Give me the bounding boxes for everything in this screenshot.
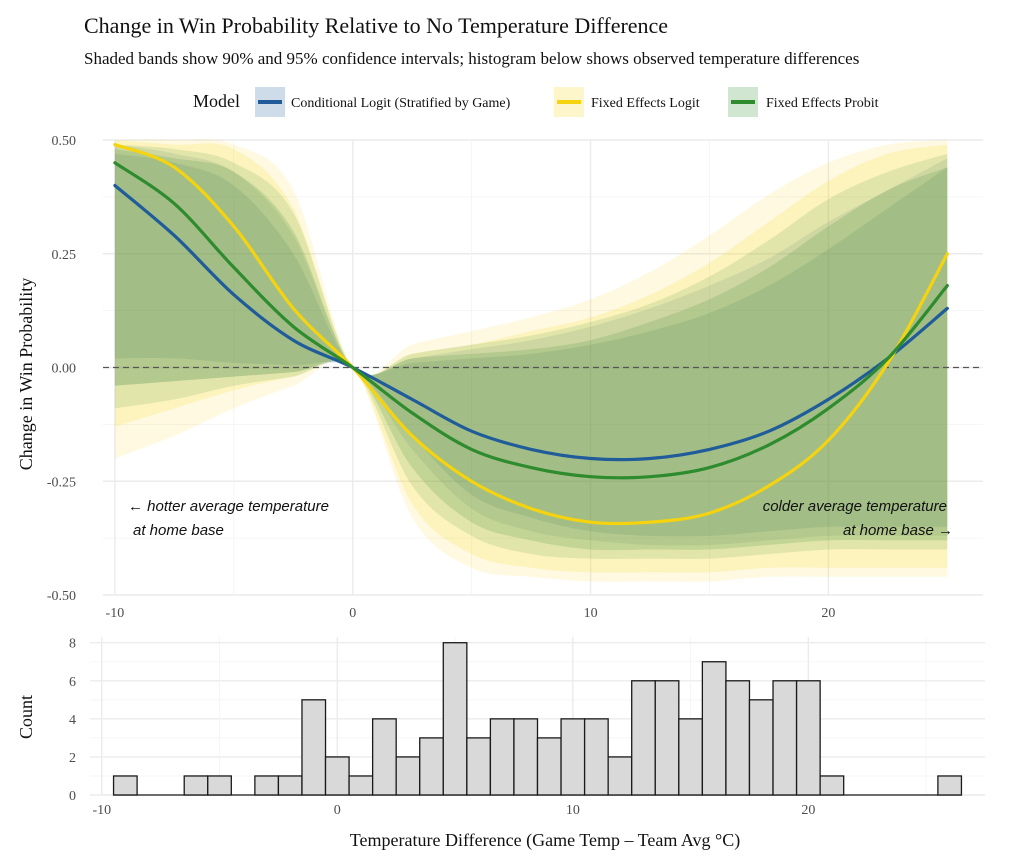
main-y-tick-label: -0.50 (47, 589, 76, 604)
histogram-bar (489, 718, 515, 796)
histogram-x-axis-label: Temperature Difference (Game Temp – Team… (350, 830, 740, 851)
annotation-hotter-line2: at home base (133, 522, 224, 539)
histogram-bar (371, 718, 397, 796)
histogram-x-tick-label: 10 (566, 803, 580, 818)
histogram-bar (795, 680, 821, 796)
series-line-fixed-effects-logit (113, 143, 949, 526)
histogram-bar (772, 680, 798, 796)
histogram-bar (725, 680, 751, 796)
histogram-bar (654, 680, 680, 796)
ci95-band-conditional-logit-stratified-by-game (114, 144, 948, 546)
histogram-bar (748, 699, 774, 796)
histogram-bar (937, 775, 963, 796)
main-y-tick-label: 0.25 (52, 248, 77, 263)
main-x-tick-label: 0 (349, 606, 356, 621)
histogram-x-tick-labels: -10 0 10 20 (92, 803, 815, 818)
histogram-bar (301, 699, 327, 796)
histogram-bar (207, 775, 232, 796)
histogram-bar (442, 642, 468, 796)
main-y-tick-labels: 0.50 0.25 0.00 -0.25 -0.50 (47, 134, 76, 604)
legend-label-fixed-effects-logit: Fixed Effects Logit (591, 96, 700, 111)
series-line-conditional-logit-stratified-by-game (113, 183, 949, 462)
main-panel: 0.50 0.25 0.00 -0.25 -0.50 -10 0 10 20 (47, 134, 983, 621)
ci90-band-fixed-effects-logit (114, 140, 948, 573)
annotation-colder-line2: at home base → (843, 522, 953, 539)
histogram-bar (419, 737, 444, 796)
histogram-y-tick-label: 2 (69, 751, 76, 766)
histogram-bar (254, 775, 280, 796)
histogram-y-tick-label: 6 (69, 675, 76, 690)
histogram-bar (183, 775, 209, 796)
histogram-x-tick-label: -10 (92, 803, 111, 818)
confidence-bands (114, 139, 948, 582)
main-y-tick-label: 0.50 (52, 134, 77, 149)
annotations: ← hotter average temperature at home bas… (128, 498, 953, 539)
histogram-bar (560, 718, 586, 796)
legend-label-fixed-effects-probit: Fixed Effects Probit (766, 96, 879, 111)
histogram-x-tick-label: 20 (801, 803, 815, 818)
main-y-tick-label: -0.25 (47, 475, 76, 490)
ci95-band-fixed-effects-logit (114, 139, 948, 582)
histogram-bar (395, 756, 421, 796)
main-x-tick-label: 20 (821, 606, 835, 621)
histogram-bar (701, 661, 727, 796)
main-y-axis-label: Change in Win Probability (16, 278, 36, 470)
histogram-bar (513, 718, 539, 796)
histogram-bar (536, 737, 562, 796)
histogram-y-tick-label: 8 (69, 637, 76, 652)
histogram-bar (348, 775, 374, 796)
histogram-bar (324, 756, 350, 796)
legend: Model Conditional Logit (Stratified by G… (193, 87, 879, 117)
series-line-fixed-effects-probit (113, 161, 949, 480)
histogram-bar (583, 718, 609, 796)
histogram-bar (277, 775, 303, 796)
ci90-band-fixed-effects-probit (114, 149, 948, 551)
histogram-bar (631, 680, 656, 796)
ci95-band-fixed-effects-probit (114, 144, 948, 559)
main-x-tick-labels: -10 0 10 20 (106, 606, 836, 621)
histogram-bar (678, 718, 704, 796)
histogram-bar (112, 775, 138, 796)
histogram-bar (466, 737, 492, 796)
model-lines (113, 143, 949, 526)
histogram-panel: 0 2 4 6 8 -10 0 10 20 (69, 637, 985, 818)
annotation-hotter-line1: ← hotter average temperature (128, 498, 329, 515)
legend-title: Model (193, 91, 240, 111)
histogram-y-tick-label: 4 (69, 713, 76, 728)
main-y-tick-label: 0.00 (52, 362, 77, 377)
chart-subtitle: Shaded bands show 90% and 95% confidence… (84, 49, 859, 68)
annotation-colder-line1: colder average temperature (763, 498, 947, 515)
chart-title: Change in Win Probability Relative to No… (84, 13, 668, 38)
legend-label-conditional-logit: Conditional Logit (Stratified by Game) (291, 96, 511, 111)
main-x-tick-label: 10 (584, 606, 598, 621)
histogram-y-tick-labels: 0 2 4 6 8 (69, 637, 76, 804)
histogram-y-axis-label: Count (16, 695, 36, 739)
histogram-bars (112, 642, 963, 796)
histogram-x-tick-label: 0 (334, 803, 341, 818)
histogram-bar (607, 756, 633, 796)
histogram-y-tick-label: 0 (69, 789, 76, 804)
histogram-bar (819, 775, 845, 796)
main-x-tick-label: -10 (106, 606, 125, 621)
